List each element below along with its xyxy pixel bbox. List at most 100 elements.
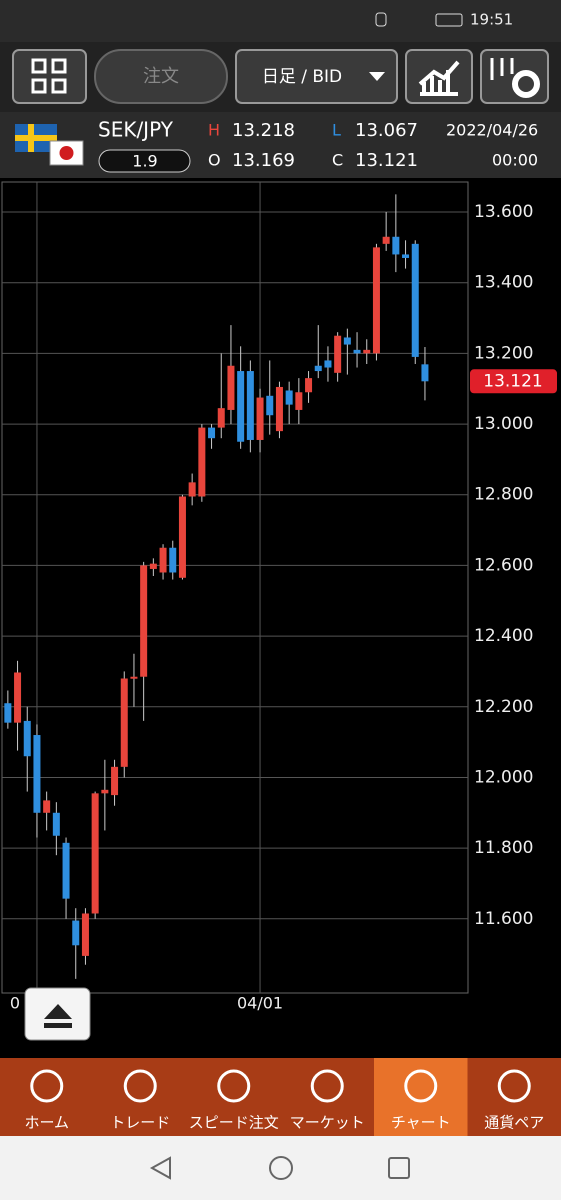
low-label: L <box>332 121 341 140</box>
candle-body <box>285 390 293 405</box>
candle-body <box>130 676 138 679</box>
dropdown-arrow <box>369 72 385 81</box>
candle-body <box>256 397 264 440</box>
status-bar <box>0 0 561 42</box>
candle-body <box>227 365 235 410</box>
candle-body <box>4 703 12 723</box>
close-value: 13.121 <box>355 150 418 171</box>
candle-body <box>217 408 225 428</box>
y-tick-label: 12.400 <box>474 626 533 646</box>
y-tick-label: 13.600 <box>474 202 533 222</box>
y-tick-label: 13.400 <box>474 273 533 293</box>
status-time: 19:51 <box>470 11 513 29</box>
candle-body <box>237 371 245 442</box>
candle-body <box>266 395 274 416</box>
candle-body <box>62 842 70 899</box>
candle-body <box>140 565 148 677</box>
status-icon <box>375 12 387 27</box>
last-price-label: 13.121 <box>483 371 542 391</box>
period-dropdown-label[interactable]: 日足 / BID <box>262 67 342 87</box>
nav-icon[interactable] <box>30 1069 64 1103</box>
home-button[interactable] <box>269 1156 293 1180</box>
y-tick-label: 11.600 <box>474 909 533 929</box>
y-tick-label: 11.800 <box>474 838 533 858</box>
jpy-flag <box>49 140 84 166</box>
candle-body <box>91 793 99 914</box>
recents-button[interactable] <box>388 1157 410 1179</box>
y-tick-label: 13.000 <box>474 414 533 434</box>
low-value: 13.067 <box>355 120 418 141</box>
nav-label[interactable]: 通貨ペア <box>484 1114 544 1132</box>
plot-frame <box>1 181 469 994</box>
candle-body <box>169 547 177 573</box>
quote-time: 00:00 <box>492 151 538 170</box>
spread: 1.9 <box>132 152 157 171</box>
candle-body <box>43 800 51 813</box>
y-tick-label: 12.200 <box>474 697 533 717</box>
y-tick-label: 12.800 <box>474 485 533 505</box>
candle-body <box>343 337 351 345</box>
candle-body <box>120 678 128 767</box>
spread-pill <box>98 149 191 173</box>
open-value: 13.169 <box>232 150 295 171</box>
candle-body <box>411 243 419 357</box>
battery-icon <box>435 13 463 27</box>
candle-body <box>188 482 196 497</box>
nav-label[interactable]: チャート <box>391 1114 451 1132</box>
candle-body <box>14 672 22 723</box>
x-tick-label: 04/01 <box>237 994 283 1013</box>
candle-body <box>314 365 322 372</box>
candle-body <box>353 349 361 354</box>
candle-body <box>23 720 31 757</box>
candle-body <box>275 386 283 432</box>
candle-body <box>72 920 80 946</box>
menu-button[interactable] <box>12 49 87 104</box>
pair-name: SEK/JPY <box>98 118 174 142</box>
candle-body <box>101 789 109 794</box>
nav-icon[interactable] <box>404 1069 438 1103</box>
back-button[interactable] <box>149 1156 171 1180</box>
last-price-tag <box>470 369 557 394</box>
candle-body <box>159 547 167 573</box>
system-nav <box>0 1136 561 1200</box>
settings-button[interactable] <box>480 49 549 104</box>
candle-body <box>324 360 332 368</box>
nav-icon[interactable] <box>497 1069 531 1103</box>
y-tick-label: 13.200 <box>474 343 533 363</box>
collapse-button[interactable] <box>24 987 91 1041</box>
nav-label[interactable]: ホーム <box>24 1114 69 1132</box>
nav-icon[interactable] <box>123 1069 157 1103</box>
order-button-label[interactable]: 注文 <box>143 66 179 87</box>
close-label: C <box>332 151 343 170</box>
candle-body <box>149 563 157 569</box>
nav-label[interactable]: トレード <box>110 1114 170 1132</box>
quote-date: 2022/04/26 <box>446 121 538 140</box>
candle-body <box>33 735 41 813</box>
chart-type-button[interactable] <box>405 49 473 104</box>
candle-body <box>372 247 380 354</box>
candle-body <box>421 364 429 382</box>
candle-body <box>246 371 254 440</box>
y-tick-label: 12.600 <box>474 555 533 575</box>
high-label: H <box>208 121 220 140</box>
nav-label[interactable]: スピード注文 <box>189 1114 279 1132</box>
open-label: O <box>208 151 221 170</box>
bottom-nav <box>0 1058 561 1136</box>
candle-body <box>334 335 342 373</box>
nav-label[interactable]: マーケット <box>290 1114 365 1132</box>
period-dropdown[interactable] <box>235 49 398 104</box>
nav-icon[interactable] <box>310 1069 344 1103</box>
order-button[interactable] <box>94 49 228 104</box>
candle-body <box>363 349 371 354</box>
candle-body <box>295 392 303 410</box>
high-value: 13.218 <box>232 120 295 141</box>
candle-body <box>52 812 60 836</box>
candle-body <box>305 378 313 393</box>
candle-body <box>111 766 119 796</box>
candle-body <box>81 913 89 956</box>
nav-icon[interactable] <box>217 1069 251 1103</box>
candle-body <box>198 427 206 497</box>
x-tick-label: 0 <box>10 994 20 1013</box>
candle-body <box>382 236 390 244</box>
